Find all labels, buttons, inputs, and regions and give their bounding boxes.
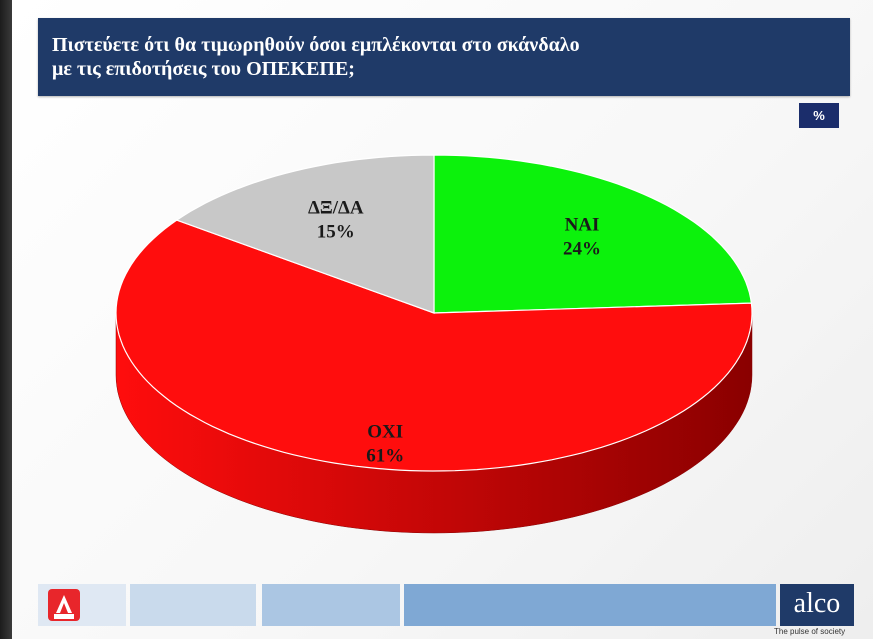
footer-segment-4 xyxy=(404,584,776,626)
unit-badge: % xyxy=(799,103,839,128)
pie-chart: ΝΑΙ 24% ΟΧΙ 61% ΔΞ/ΔΑ 15% xyxy=(115,154,753,534)
slice-label-ΟΧΙ: ΟΧΙ xyxy=(367,421,403,442)
footer-bar: alco xyxy=(38,584,854,626)
pie-slice-ΟΧΙ xyxy=(115,219,753,472)
alco-logo: alco xyxy=(780,584,854,626)
alco-logo-text: alco xyxy=(793,588,841,619)
question-title-bar: Πιστεύετε ότι θα τιμωρηθούν όσοι εμπλέκο… xyxy=(38,18,850,96)
footer-segment-3 xyxy=(262,584,400,626)
slice-label-ΔΞ/ΔΑ: ΔΞ/ΔΑ xyxy=(308,197,364,218)
slice-value-ΝΑΙ: 24% xyxy=(563,239,601,260)
question-title-line-1: Πιστεύετε ότι θα τιμωρηθούν όσοι εμπλέκο… xyxy=(52,34,580,56)
footer-segment-2 xyxy=(130,584,256,626)
presentation-slide: Πιστεύετε ότι θα τιμωρηθούν όσοι εμπλέκο… xyxy=(12,0,873,639)
photo-frame-edge xyxy=(0,0,12,639)
alco-tagline: The pulse of society xyxy=(774,627,846,636)
question-title-line-2: με τις επιδοτήσεις του ΟΠΕΚΕΠΕ; xyxy=(52,58,355,80)
pie-slice-ΔΞ/ΔΑ xyxy=(175,154,435,314)
question-title: Πιστεύετε ότι θα τιμωρηθούν όσοι εμπλέκο… xyxy=(52,33,832,81)
slice-value-ΟΧΙ: 61% xyxy=(366,445,404,466)
pie-slice-ΝΑΙ xyxy=(433,154,753,314)
slice-value-ΔΞ/ΔΑ: 15% xyxy=(317,221,355,242)
footer-segment-logo xyxy=(38,584,126,626)
slice-label-ΝΑΙ: ΝΑΙ xyxy=(565,215,600,236)
news-channel-logo-icon xyxy=(48,589,80,621)
